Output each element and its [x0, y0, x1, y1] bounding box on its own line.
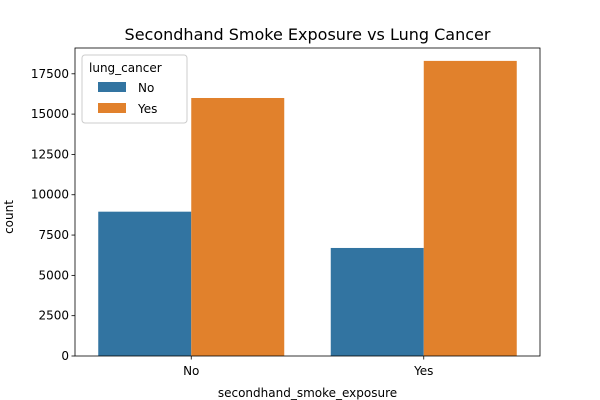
- y-tick-label: 15000: [31, 107, 69, 121]
- legend: lung_cancer No Yes: [81, 54, 188, 124]
- chart-title: Secondhand Smoke Exposure vs Lung Cancer: [125, 25, 491, 44]
- y-axis-label: count: [2, 200, 16, 234]
- bar: [191, 97, 285, 357]
- legend-label: No: [138, 81, 154, 95]
- x-tick-label: No: [183, 364, 199, 378]
- bar: [330, 247, 424, 356]
- y-tick-label: 5000: [38, 268, 69, 282]
- y-tick-label: 2500: [38, 309, 69, 323]
- x-tick-label: Yes: [413, 364, 433, 378]
- legend-label: Yes: [137, 102, 157, 116]
- bar: [98, 211, 192, 356]
- legend-title: lung_cancer: [89, 61, 162, 75]
- y-tick-label: 12500: [31, 147, 69, 161]
- bar: [423, 60, 517, 357]
- legend-swatch: [98, 103, 126, 113]
- y-tick-label: 7500: [38, 228, 69, 242]
- y-tick-label: 0: [61, 349, 69, 363]
- x-axis-label: secondhand_smoke_exposure: [218, 386, 397, 400]
- plot-area: 0 2500 5000 7500 10000 12500 15000 17500 No Yes: [31, 47, 541, 378]
- axes-frame: [74, 47, 541, 357]
- y-tick-label: 10000: [31, 188, 69, 202]
- legend-swatch: [98, 82, 126, 92]
- y-tick-label: 17500: [31, 67, 69, 81]
